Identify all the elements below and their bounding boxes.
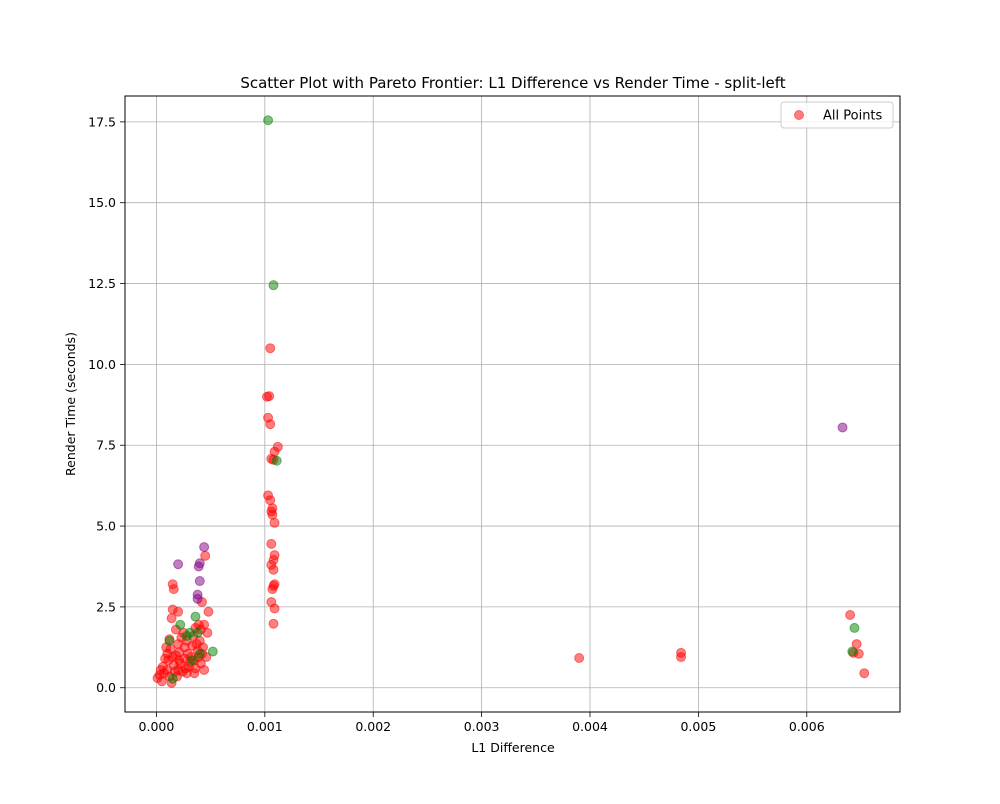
data-point xyxy=(268,618,279,629)
data-point xyxy=(676,652,687,663)
series-0 xyxy=(152,343,870,688)
y-tick-label: 17.5 xyxy=(88,114,116,129)
data-point xyxy=(263,115,274,126)
data-point xyxy=(173,664,184,675)
data-point xyxy=(192,627,203,638)
data-point xyxy=(271,455,282,466)
data-point xyxy=(203,606,214,617)
legend-marker xyxy=(794,110,804,120)
chart-title: Scatter Plot with Pareto Frontier: L1 Di… xyxy=(240,74,785,92)
data-point xyxy=(265,495,276,506)
y-tick-label: 0.0 xyxy=(96,680,116,695)
data-point xyxy=(175,619,186,630)
data-points xyxy=(152,115,870,688)
y-tick-label: 7.5 xyxy=(96,438,116,453)
data-point xyxy=(199,542,210,553)
plot-frame xyxy=(124,95,901,713)
y-tick-label: 15.0 xyxy=(88,195,116,210)
data-point xyxy=(265,419,276,430)
data-point xyxy=(194,576,205,587)
data-point xyxy=(166,613,177,624)
data-point xyxy=(267,509,278,520)
data-point xyxy=(837,422,848,433)
data-point xyxy=(162,648,173,659)
data-point xyxy=(190,611,201,622)
data-point xyxy=(187,655,198,666)
data-point xyxy=(267,584,278,595)
data-point xyxy=(194,648,205,659)
y-axis-label: Render Time (seconds) xyxy=(63,332,78,476)
data-point xyxy=(179,642,190,653)
data-point xyxy=(859,668,870,679)
data-point xyxy=(847,646,858,657)
data-point xyxy=(155,664,166,675)
x-axis-ticks: 0.000 0.001 0.002 0.003 0.004 0.005 0.006 xyxy=(139,712,825,734)
data-point xyxy=(164,635,175,646)
data-point xyxy=(845,609,856,620)
y-tick-label: 12.5 xyxy=(88,276,116,291)
data-point xyxy=(261,391,272,402)
legend-box xyxy=(780,101,894,129)
data-point xyxy=(181,631,192,642)
data-point xyxy=(268,280,279,291)
data-point xyxy=(851,639,862,650)
grid xyxy=(125,96,900,712)
series-1 xyxy=(164,115,860,684)
y-tick-label: 2.5 xyxy=(96,599,116,614)
legend: All Points xyxy=(780,101,894,129)
data-point xyxy=(173,606,184,617)
y-tick-label: 5.0 xyxy=(96,519,116,534)
data-point xyxy=(173,559,184,570)
data-point xyxy=(199,664,210,675)
data-point xyxy=(269,517,280,528)
x-tick-label: 0.001 xyxy=(247,719,283,734)
data-point xyxy=(167,673,178,684)
data-point xyxy=(207,646,218,657)
y-tick-label: 10.0 xyxy=(88,357,116,372)
legend-label: All Points xyxy=(823,109,883,124)
x-tick-label: 0.006 xyxy=(789,719,825,734)
data-point xyxy=(192,593,203,604)
data-point xyxy=(265,343,276,354)
data-point xyxy=(266,538,277,549)
data-point xyxy=(268,564,279,575)
x-axis-label: L1 Difference xyxy=(471,740,555,755)
x-tick-label: 0.003 xyxy=(464,719,500,734)
data-point xyxy=(269,603,280,614)
x-tick-label: 0.000 xyxy=(139,719,175,734)
x-tick-label: 0.002 xyxy=(355,719,391,734)
series-2 xyxy=(173,422,848,604)
data-point xyxy=(574,652,585,663)
y-axis-ticks: 0.0 2.5 5.0 7.5 10.0 12.5 15.0 17.5 xyxy=(88,114,125,695)
data-point xyxy=(168,584,179,595)
data-point xyxy=(189,668,200,679)
x-tick-label: 0.005 xyxy=(680,719,716,734)
data-point xyxy=(193,561,204,572)
x-tick-label: 0.004 xyxy=(572,719,608,734)
data-point xyxy=(849,622,860,633)
